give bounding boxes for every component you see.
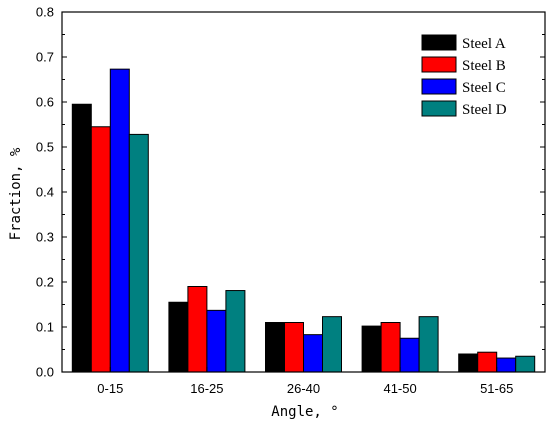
y-axis-title: Fraction, %	[8, 147, 24, 240]
y-tick-label: 0.0	[36, 365, 54, 380]
bar-steel-d-16-25	[225, 290, 246, 373]
legend-label-steel-d: Steel D	[462, 102, 507, 118]
bar-steel-c-26-40	[303, 334, 323, 373]
bar-steel-c-16-25	[206, 309, 227, 373]
bar-steel-b-41-50	[380, 322, 401, 373]
bar-steel-a-26-40	[265, 322, 285, 373]
bar-steel-b-51-65	[477, 351, 498, 373]
y-tick-label: 0.6	[36, 95, 54, 110]
legend-label-steel-b: Steel B	[462, 58, 506, 74]
x-tick-label: 16-25	[190, 381, 223, 396]
bar-steel-d-0-15	[128, 133, 149, 373]
x-tick-label: 51-65	[480, 381, 513, 396]
y-tick-label: 0.5	[36, 140, 54, 155]
y-tick-label: 0.1	[36, 320, 54, 335]
bar-steel-d-51-65	[515, 355, 536, 373]
bar-steel-a-51-65	[458, 353, 479, 373]
y-tick-label: 0.3	[36, 230, 54, 245]
y-tick-label: 0.4	[36, 185, 54, 200]
bar-steel-d-41-50	[418, 316, 439, 373]
bar-steel-a-0-15	[71, 103, 92, 373]
y-ticks-group: 0.0 0.1 0.2 0.3 0.4 0.5 0.6 0.7 0.8	[36, 5, 545, 380]
y-tick-label: 0.7	[36, 50, 54, 65]
bar-steel-a-16-25	[168, 301, 189, 373]
bar-steel-b-0-15	[90, 126, 111, 373]
legend-label-steel-a: Steel A	[462, 36, 506, 52]
bar-steel-b-26-40	[284, 322, 304, 373]
bar-steel-a-41-50	[361, 325, 382, 373]
legend-swatch-steel-a	[421, 34, 457, 51]
legend: Steel A Steel B Steel C Steel D	[421, 34, 507, 118]
legend-swatch-steel-b	[421, 56, 457, 73]
x-tick-label: 41-50	[383, 381, 416, 396]
legend-label-steel-c: Steel C	[462, 80, 506, 96]
y-tick-label: 0.8	[36, 5, 54, 20]
x-ticks-group: 0-15 16-25 26-40 41-50 51-65	[97, 367, 513, 396]
x-tick-label: 0-15	[97, 381, 123, 396]
bar-steel-b-16-25	[187, 286, 208, 373]
bar-steel-d-26-40	[322, 316, 342, 373]
bar-steel-c-0-15	[109, 68, 130, 373]
x-axis-title: Angle, °	[271, 404, 338, 420]
y-tick-label: 0.2	[36, 275, 54, 290]
x-tick-label: 26-40	[287, 381, 320, 396]
bar-steel-c-41-50	[399, 337, 420, 373]
legend-swatch-steel-c	[421, 78, 457, 95]
legend-swatch-steel-d	[421, 100, 457, 117]
bar-steel-c-51-65	[496, 357, 517, 373]
bars-group	[71, 68, 536, 373]
